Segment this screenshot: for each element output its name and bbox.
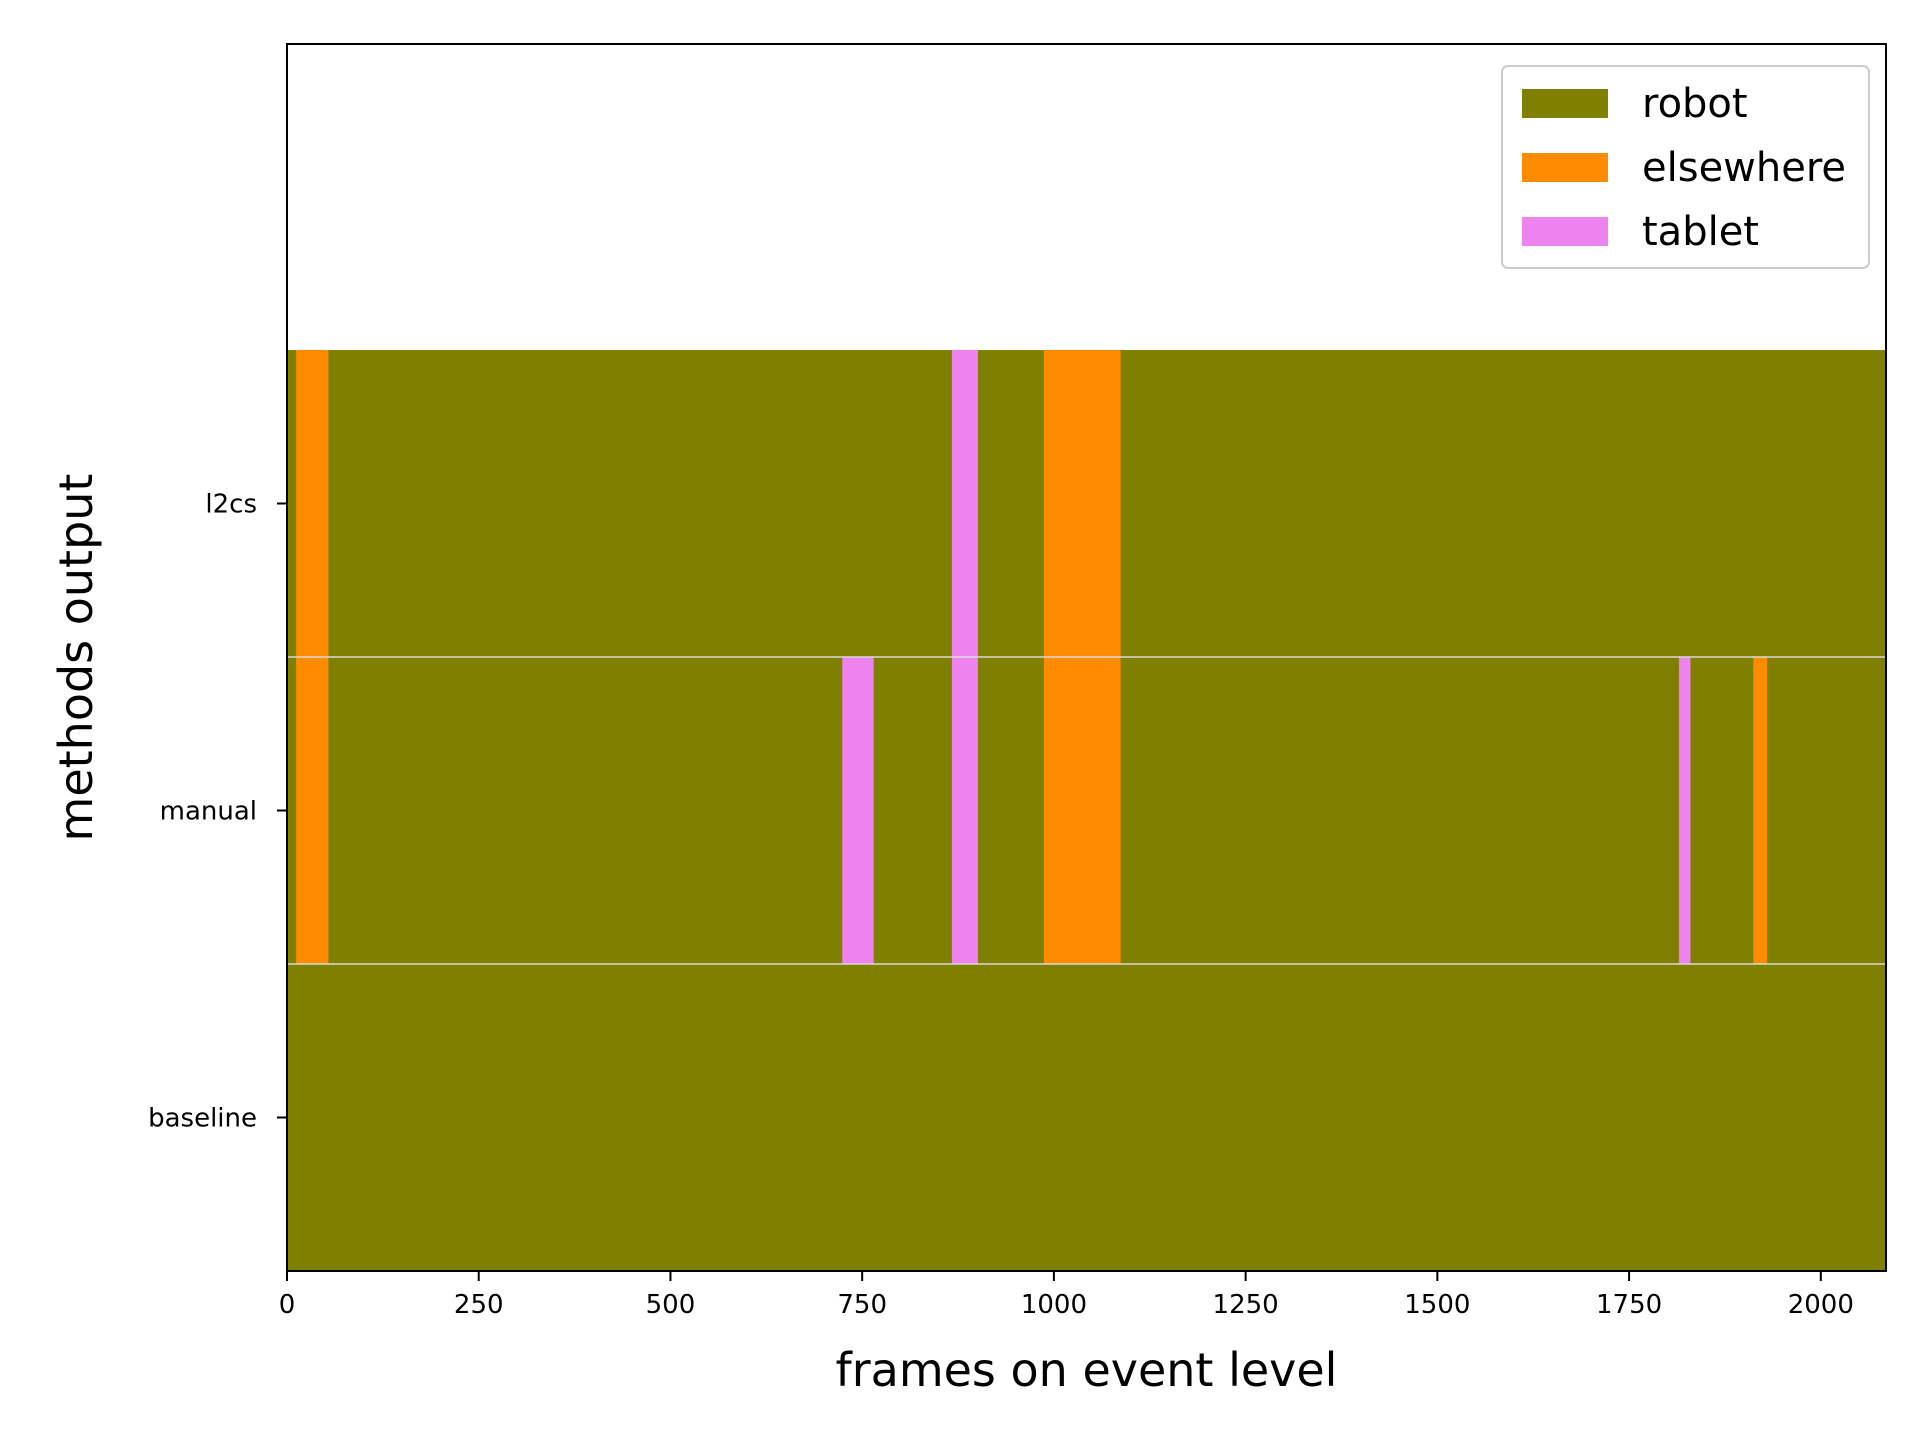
y-tick-label-baseline: baseline <box>148 1104 257 1134</box>
row-separators <box>287 656 1886 965</box>
x-tick-label-1500: 1500 <box>1404 1290 1470 1320</box>
x-tick-label-1250: 1250 <box>1213 1290 1279 1320</box>
segment-l2cs-tablet-3 <box>951 350 979 657</box>
legend: robot elsewhere tablet <box>1501 65 1870 269</box>
legend-label-elsewhere: elsewhere <box>1642 145 1846 191</box>
segment-l2cs-robot-2 <box>328 350 953 657</box>
x-axis: 0 250 500 750 1000 1250 1500 1750 2000 <box>279 1271 1854 1320</box>
segment-baseline-robot-0 <box>287 964 1887 1271</box>
segment-l2cs-elsewhere-1 <box>296 350 329 657</box>
segment-l2cs-robot-0 <box>287 350 297 657</box>
plot-frame <box>286 43 1887 1272</box>
segment-manual-tablet-9 <box>1678 657 1691 964</box>
x-tick-label-1750: 1750 <box>1596 1290 1662 1320</box>
legend-label-robot: robot <box>1642 81 1748 127</box>
plot-bars <box>287 350 1887 1271</box>
y-axis: baseline manual l2cs <box>148 490 287 1134</box>
segment-manual-tablet-5 <box>951 657 979 964</box>
segment-manual-robot-12 <box>1767 657 1887 964</box>
y-axis-title: methods output <box>49 474 103 842</box>
legend-swatch-elsewhere <box>1522 153 1608 182</box>
segment-manual-elsewhere-7 <box>1043 657 1122 964</box>
segment-manual-tablet-3 <box>842 657 875 964</box>
legend-swatch-tablet <box>1522 217 1608 246</box>
legend-label-tablet: tablet <box>1642 209 1759 255</box>
x-tick-label-2000: 2000 <box>1788 1290 1854 1320</box>
segment-l2cs-elsewhere-5 <box>1043 350 1122 657</box>
segment-manual-robot-8 <box>1120 657 1680 964</box>
y-tick-label-l2cs: l2cs <box>205 490 257 520</box>
x-tick-label-250: 250 <box>454 1290 504 1320</box>
segment-manual-robot-6 <box>977 657 1045 964</box>
segment-manual-robot-0 <box>287 657 297 964</box>
segment-manual-robot-2 <box>328 657 843 964</box>
x-tick-label-0: 0 <box>279 1290 296 1320</box>
x-tick-label-500: 500 <box>646 1290 696 1320</box>
segment-manual-robot-4 <box>873 657 953 964</box>
segment-l2cs-robot-6 <box>1120 350 1887 657</box>
y-tick-label-manual: manual <box>160 797 257 827</box>
x-tick-label-1000: 1000 <box>1021 1290 1087 1320</box>
segment-l2cs-robot-4 <box>977 350 1045 657</box>
segment-manual-robot-10 <box>1690 657 1754 964</box>
segment-manual-elsewhere-11 <box>1753 657 1768 964</box>
x-tick-label-750: 750 <box>837 1290 887 1320</box>
legend-swatch-robot <box>1522 89 1608 118</box>
x-axis-title: frames on event level <box>836 1343 1338 1397</box>
segment-manual-elsewhere-1 <box>296 657 329 964</box>
